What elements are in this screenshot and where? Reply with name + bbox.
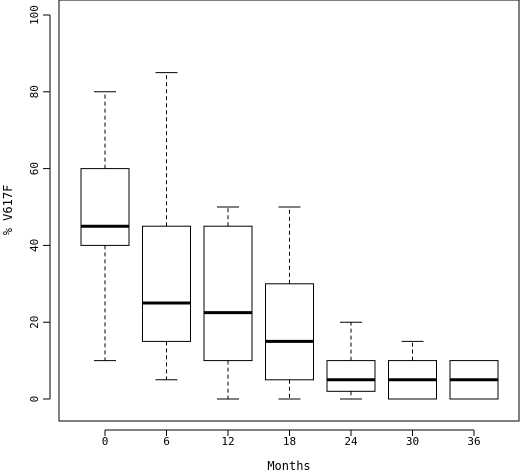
y-tick-label: 40 bbox=[28, 239, 41, 252]
box-0 bbox=[80, 91, 130, 362]
box-36 bbox=[449, 360, 499, 400]
y-axis: 0 20 40 60 80 100 bbox=[28, 5, 51, 403]
x-tick-label: 18 bbox=[283, 435, 296, 448]
y-tick-label: 80 bbox=[28, 85, 41, 98]
x-tick-label: 24 bbox=[344, 435, 358, 448]
box-rect bbox=[80, 168, 130, 246]
box-30 bbox=[388, 340, 437, 400]
x-tick-label: 30 bbox=[406, 435, 419, 448]
box-rect bbox=[265, 283, 314, 381]
x-axis: 0 6 12 18 24 30 36 bbox=[102, 429, 481, 448]
box-18 bbox=[265, 206, 314, 400]
box-rect bbox=[326, 360, 376, 392]
x-tick-label: 36 bbox=[467, 435, 480, 448]
box-24 bbox=[326, 321, 376, 400]
x-tick-label: 6 bbox=[163, 435, 170, 448]
box-12 bbox=[203, 206, 253, 400]
y-tick-label: 100 bbox=[28, 5, 41, 25]
x-axis-title: Months bbox=[267, 459, 310, 473]
box-rect bbox=[203, 225, 253, 362]
y-tick-label: 0 bbox=[28, 396, 41, 403]
y-tick-label: 20 bbox=[28, 316, 41, 329]
box-6 bbox=[142, 72, 191, 381]
y-axis-title: % V617F bbox=[1, 185, 15, 236]
x-tick-label: 12 bbox=[221, 435, 234, 448]
plot-frame bbox=[58, 0, 520, 422]
y-tick-label: 60 bbox=[28, 162, 41, 175]
boxes bbox=[80, 72, 499, 400]
x-tick-label: 0 bbox=[102, 435, 109, 448]
box-rect bbox=[142, 225, 191, 342]
